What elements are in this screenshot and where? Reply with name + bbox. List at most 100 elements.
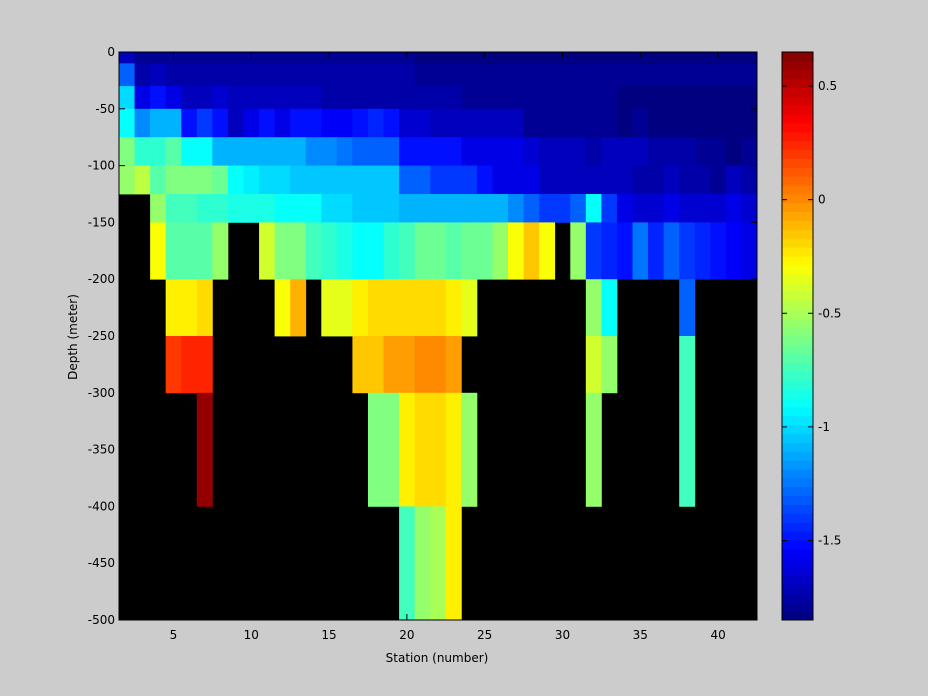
heatmap-cell	[539, 86, 556, 110]
heatmap-cell	[274, 194, 291, 223]
heatmap-cell	[492, 52, 509, 64]
colorbar-segment	[782, 522, 813, 532]
heatmap-cell	[523, 52, 540, 64]
colorbar-segment	[782, 123, 813, 133]
colorbar-segment	[782, 265, 813, 275]
heatmap-cell	[212, 137, 229, 166]
heatmap-cell	[259, 52, 276, 64]
heatmap-cell	[383, 108, 400, 138]
heatmap-cell	[150, 63, 167, 87]
heatmap-cell	[461, 392, 478, 507]
heatmap-cell	[352, 137, 369, 166]
heatmap-cell	[523, 108, 540, 138]
heatmap-cell	[445, 137, 462, 166]
colorbar-segment	[782, 167, 813, 177]
heatmap-cell	[616, 63, 633, 87]
heatmap-cell	[539, 194, 556, 223]
heatmap-cell	[725, 137, 742, 166]
colorbar-segment	[782, 575, 813, 585]
heatmap-cell	[601, 336, 618, 394]
heatmap-cell	[725, 52, 742, 64]
heatmap-cell	[227, 86, 244, 110]
heatmap-cell	[508, 63, 524, 87]
heatmap-cell	[259, 108, 276, 138]
heatmap-cell	[461, 86, 478, 110]
heatmap-cell	[741, 194, 758, 223]
heatmap-cell	[554, 137, 571, 166]
heatmap-cell	[336, 52, 353, 64]
heatmap-cell	[367, 194, 384, 223]
heatmap-cell	[430, 279, 447, 337]
y-tick-label: -250	[88, 329, 115, 343]
heatmap-cell	[648, 108, 665, 138]
heatmap-cell	[430, 108, 447, 138]
colorbar-segment	[782, 96, 813, 106]
heatmap-cell	[321, 86, 338, 110]
heatmap-cell	[305, 222, 322, 280]
heatmap-cell	[508, 108, 524, 138]
colorbar-segment	[782, 353, 813, 364]
heatmap-cell	[414, 222, 431, 280]
heatmap-cell	[367, 392, 384, 507]
heatmap-cell	[274, 52, 291, 64]
y-tick-label: -500	[88, 613, 115, 627]
heatmap-cell	[259, 165, 276, 195]
heatmap-cell	[445, 108, 462, 138]
y-tick-label: 0	[107, 45, 115, 59]
heatmap-cell	[290, 222, 307, 280]
heatmap-cell	[150, 222, 167, 280]
colorbar-segment	[782, 415, 813, 426]
heatmap-cell	[585, 108, 602, 138]
heatmap-cell	[461, 108, 478, 138]
colorbar-segment	[782, 504, 813, 514]
heatmap-cell	[741, 86, 758, 110]
heatmap-cell	[399, 194, 416, 223]
heatmap-cell	[679, 336, 696, 394]
heatmap-cell	[181, 279, 198, 337]
colorbar-segment	[782, 389, 813, 399]
heatmap-cell	[150, 194, 167, 223]
heatmap-cell	[725, 86, 742, 110]
heatmap-cell	[710, 137, 727, 166]
heatmap-cell	[305, 63, 322, 87]
heatmap-cell	[694, 137, 711, 166]
heatmap-cell	[430, 137, 447, 166]
colorbar-segment	[782, 424, 813, 435]
heatmap-cell	[430, 336, 447, 394]
heatmap-cell	[523, 222, 540, 280]
heatmap-cell	[321, 108, 338, 138]
heatmap-cell	[679, 222, 696, 280]
heatmap-cell	[336, 137, 353, 166]
heatmap-cell	[134, 165, 151, 195]
heatmap-cell	[461, 194, 478, 223]
heatmap-cell	[259, 63, 276, 87]
heatmap-cell	[274, 108, 291, 138]
heatmap-cell	[414, 137, 431, 166]
heatmap-cell	[679, 279, 696, 337]
heatmap-cell	[430, 222, 447, 280]
heatmap-cell	[523, 63, 540, 87]
heatmap-cell	[274, 63, 291, 87]
heatmap-cell	[741, 222, 758, 280]
heatmap-cell	[710, 165, 727, 195]
heatmap-cell	[679, 108, 696, 138]
heatmap-cell	[399, 392, 416, 507]
heatmap-cell	[134, 63, 151, 87]
heatmap-cell	[445, 86, 462, 110]
heatmap-cell	[196, 165, 213, 195]
heatmap-cell	[383, 222, 400, 280]
heatmap-cell	[585, 63, 602, 87]
heatmap-cell	[165, 194, 182, 223]
heatmap-cell	[508, 194, 524, 223]
colorbar-segment	[782, 105, 813, 115]
heatmap-cell	[196, 336, 213, 394]
heatmap-cell	[679, 86, 696, 110]
colorbar-segment	[782, 407, 813, 417]
y-axis-label: Depth (meter)	[66, 294, 80, 380]
heatmap-cell	[414, 63, 431, 87]
heatmap-cell	[196, 108, 213, 138]
colorbar-segment	[782, 380, 813, 390]
colorbar-segment	[782, 513, 813, 523]
x-tick-label: 25	[477, 628, 492, 642]
